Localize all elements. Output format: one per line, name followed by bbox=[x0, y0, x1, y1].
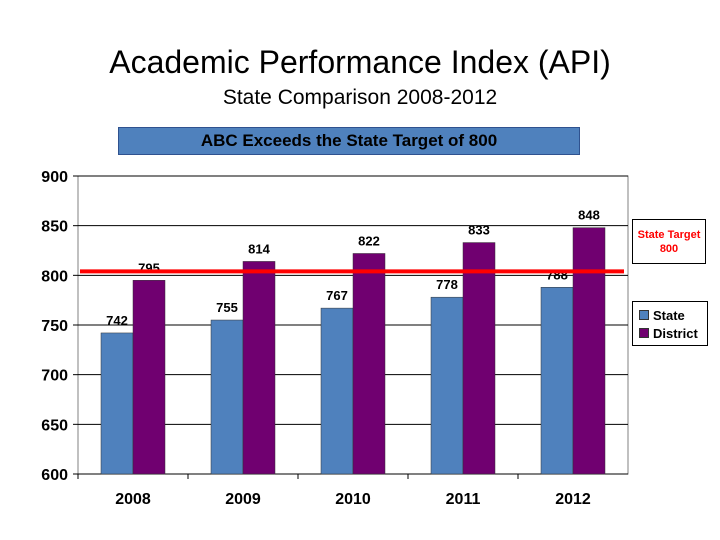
x-tick-label: 2011 bbox=[446, 491, 481, 508]
x-tick-label: 2009 bbox=[225, 491, 261, 508]
legend-label-state: State bbox=[653, 307, 685, 323]
target-annotation: State Target 800 bbox=[632, 219, 706, 264]
y-tick-label: 850 bbox=[41, 219, 68, 236]
bar-district bbox=[132, 280, 166, 475]
chart-legend: State District bbox=[632, 301, 708, 346]
y-tick-label: 700 bbox=[41, 368, 68, 385]
bar-district bbox=[572, 227, 606, 475]
bar-district bbox=[352, 253, 386, 475]
data-label: 814 bbox=[248, 241, 270, 256]
headline-banner: ABC Exceeds the State Target of 800 bbox=[118, 127, 580, 155]
x-tick-label: 2008 bbox=[115, 491, 151, 508]
legend-swatch-district bbox=[639, 328, 649, 338]
bar-state bbox=[210, 319, 244, 475]
target-annotation-value: 800 bbox=[659, 243, 679, 255]
data-label: 742 bbox=[106, 313, 128, 328]
y-tick-label: 900 bbox=[41, 169, 68, 186]
page-title: Academic Performance Index (API) bbox=[109, 44, 611, 80]
y-tick-label: 650 bbox=[41, 417, 68, 434]
data-label: 822 bbox=[358, 233, 380, 248]
legend-item-district: District bbox=[639, 324, 707, 342]
data-label: 767 bbox=[326, 288, 348, 303]
x-tick-label: 2012 bbox=[555, 491, 591, 508]
y-tick-label: 800 bbox=[41, 268, 68, 285]
bar-district bbox=[242, 261, 276, 475]
data-label: 755 bbox=[216, 300, 238, 315]
legend-item-state: State bbox=[639, 306, 707, 324]
bar-state bbox=[430, 296, 464, 475]
x-tick-label: 2010 bbox=[335, 491, 371, 508]
data-label: 848 bbox=[578, 208, 600, 223]
legend-label-district: District bbox=[653, 325, 698, 341]
bar-state bbox=[320, 307, 354, 475]
bar-state bbox=[100, 332, 134, 475]
y-tick-label: 750 bbox=[41, 318, 68, 335]
target-annotation-label: State Target bbox=[637, 229, 701, 241]
page-subtitle: State Comparison 2008-2012 bbox=[222, 86, 498, 109]
data-label: 778 bbox=[436, 277, 458, 292]
bar-state bbox=[540, 287, 574, 475]
y-tick-label: 600 bbox=[41, 467, 68, 484]
data-label: 833 bbox=[468, 223, 490, 238]
bar-district bbox=[462, 242, 496, 475]
legend-swatch-state bbox=[639, 310, 649, 320]
